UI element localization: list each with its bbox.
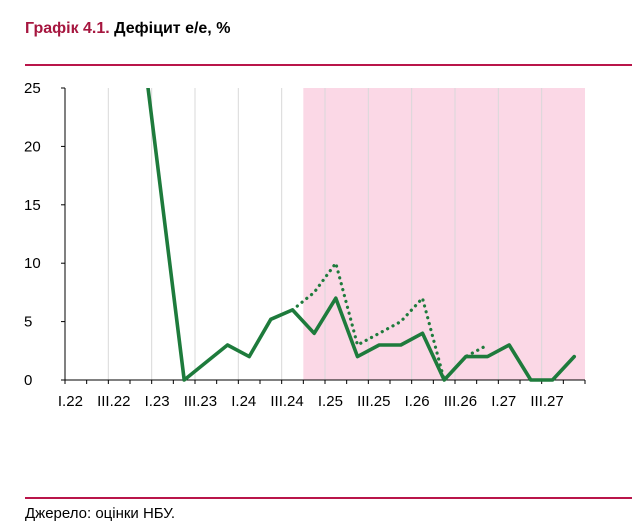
grid-layer — [107, 88, 543, 380]
bottom-divider — [25, 497, 632, 499]
y-tick-label: 0 — [24, 372, 32, 389]
y-tick-label: 10 — [24, 255, 41, 272]
x-tick-label: I.27 — [491, 393, 516, 410]
axis-layer — [61, 87, 586, 384]
y-tick-label: 25 — [24, 80, 41, 97]
chart-number: Графік 4.1. — [25, 20, 110, 37]
chart-title: Графік 4.1. Дефіцит е/е, % — [25, 20, 230, 38]
x-tick-label: III.26 — [444, 393, 477, 410]
x-tick-label: III.25 — [357, 393, 390, 410]
x-tick-label: I.24 — [231, 393, 256, 410]
line-chart: 0 5 10 15 20 25 I.22 III.22 I.23 III.23 I.24 III.24… — [24, 80, 586, 410]
forecast-shading-layer — [303, 88, 585, 380]
series-line-solid — [146, 88, 577, 382]
x-tick-label: I.26 — [405, 393, 430, 410]
series-layer — [146, 88, 577, 382]
x-tick-label: I.25 — [318, 393, 343, 410]
x-tick-label: I.22 — [58, 393, 83, 410]
forecast-shading — [303, 88, 585, 380]
y-tick-label: 5 — [24, 314, 32, 331]
y-tick-label: 15 — [24, 197, 41, 214]
x-tick-label: III.22 — [97, 393, 130, 410]
label-layer: 0 5 10 15 20 25 I.22 III.22 I.23 III.23 I.24 III.24… — [24, 80, 564, 410]
x-tick-label: III.27 — [530, 393, 563, 410]
x-tick-label: III.24 — [270, 393, 303, 410]
top-divider — [25, 64, 632, 66]
y-tick-label: 20 — [24, 138, 41, 155]
x-tick-label: III.23 — [184, 393, 217, 410]
x-tick-label: I.23 — [145, 393, 170, 410]
source-note: Джерело: оцінки НБУ. — [25, 505, 176, 522]
chart-title-text: Дефіцит е/е, % — [114, 20, 231, 37]
